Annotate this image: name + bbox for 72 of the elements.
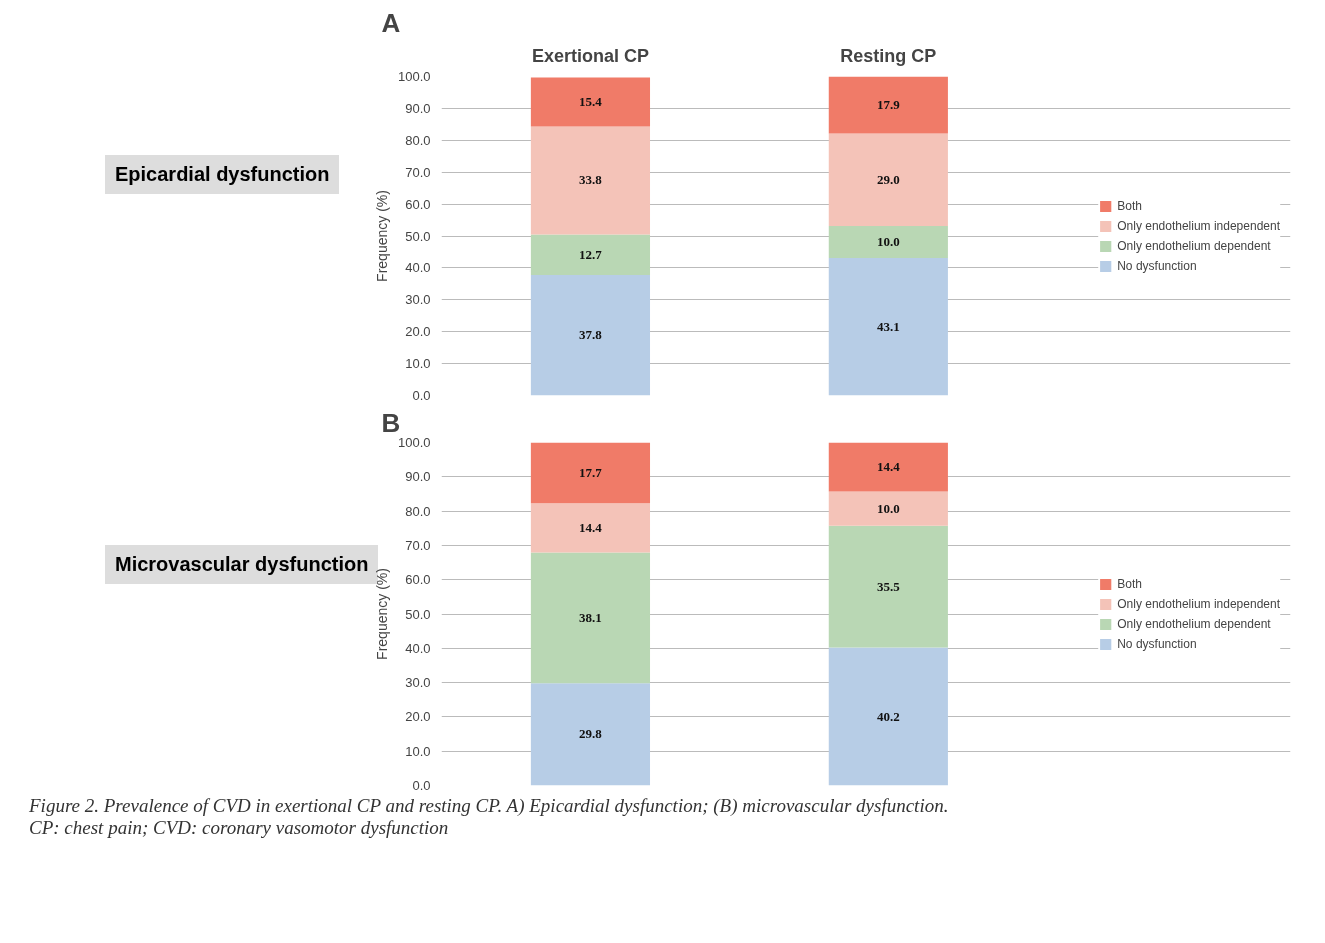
y-tick-label: 10.0: [405, 356, 431, 372]
y-tick-label: 30.0: [405, 292, 431, 308]
y-tick-label: 50.0: [405, 606, 431, 622]
y-tick-label: 80.0: [405, 503, 431, 519]
legend-label: Both: [1117, 198, 1142, 213]
bar: [530, 274, 651, 396]
y-tick-label: 60.0: [405, 572, 431, 588]
bar: [530, 503, 651, 553]
chart-title: A: [381, 7, 401, 38]
y-tick-label: 90.0: [405, 100, 431, 116]
text: Epicardial dysfunction: [105, 155, 340, 194]
data-label: 40.2: [876, 708, 900, 724]
y-tick-label: 70.0: [405, 537, 431, 553]
y-tick-label: 0.0: [412, 778, 431, 793]
bar: [828, 76, 948, 134]
data-label: 10.0: [876, 234, 900, 250]
text: CP: chest pain; CVD: coronary vasomotor dysfunction: [29, 817, 449, 838]
legend-label: Only endothelium dependent: [1117, 616, 1271, 631]
y-tick-label: 40.0: [405, 640, 431, 656]
bar: [828, 442, 948, 492]
y-tick-label: 30.0: [405, 675, 431, 691]
data-label: 29.0: [876, 171, 900, 187]
bar: [530, 77, 651, 127]
data-label: 29.8: [579, 726, 603, 742]
legend-label: Both: [1117, 576, 1142, 591]
legend-label: Only endothelium independent: [1117, 596, 1280, 611]
bar: [828, 491, 948, 526]
y-tick-label: 10.0: [405, 743, 431, 759]
bar: [530, 234, 651, 275]
bar: [530, 126, 651, 235]
data-label: 17.7: [579, 464, 603, 480]
legend-label: No dysfunction: [1117, 636, 1197, 651]
legend-label: Only endothelium independent: [1117, 218, 1280, 233]
data-label: 15.4: [579, 94, 603, 110]
y-tick-label: 100.0: [397, 69, 431, 84]
y-tick-label: 70.0: [405, 164, 431, 180]
y-tick-label: 90.0: [405, 469, 431, 485]
data-label: 10.0: [876, 500, 900, 516]
x-tick-label: Exertional CP: [531, 45, 649, 66]
bar: [828, 525, 948, 648]
x-tick-label: Resting CP: [840, 45, 937, 66]
data-label: 35.5: [876, 578, 901, 594]
bar: [828, 226, 948, 259]
data-label: 38.1: [579, 609, 602, 625]
y-tick-label: 50.0: [405, 228, 431, 244]
caption: Figure 2. Prevalence of CVD in exertional CP and resting CP. A) Epicardial dysfunction; (B) microvascular dysfunction.: [29, 795, 949, 816]
data-label: 12.7: [579, 246, 603, 262]
chart-title: B: [381, 407, 401, 438]
data-label: 43.1: [876, 318, 900, 334]
y-tick-label: 80.0: [405, 132, 431, 148]
bar: [530, 683, 651, 786]
y-tick-label: 100.0: [397, 435, 431, 450]
data-label: 37.8: [579, 327, 603, 343]
y-tick-label: 60.0: [405, 196, 431, 212]
data-label: 14.4: [876, 458, 901, 474]
legend-label: Only endothelium dependent: [1117, 238, 1271, 253]
y-tick-label: 20.0: [405, 709, 431, 725]
bar: [828, 133, 948, 227]
bar: [530, 552, 651, 684]
text: Microvascular dysfunction: [115, 553, 369, 575]
data-label: 17.9: [876, 97, 901, 113]
bar: [530, 442, 651, 504]
y-tick-label: 40.0: [405, 260, 431, 276]
y-axis-title: Frequency (%): [373, 568, 390, 660]
y-tick-label: 20.0: [405, 324, 431, 340]
bar: [828, 258, 948, 396]
legend-label: No dysfunction: [1117, 258, 1197, 273]
data-label: 33.8: [579, 172, 603, 188]
data-label: 14.4: [579, 519, 603, 535]
y-axis-title: Frequency (%): [373, 190, 390, 282]
y-tick-label: 0.0: [412, 388, 431, 403]
bar: [828, 647, 948, 786]
